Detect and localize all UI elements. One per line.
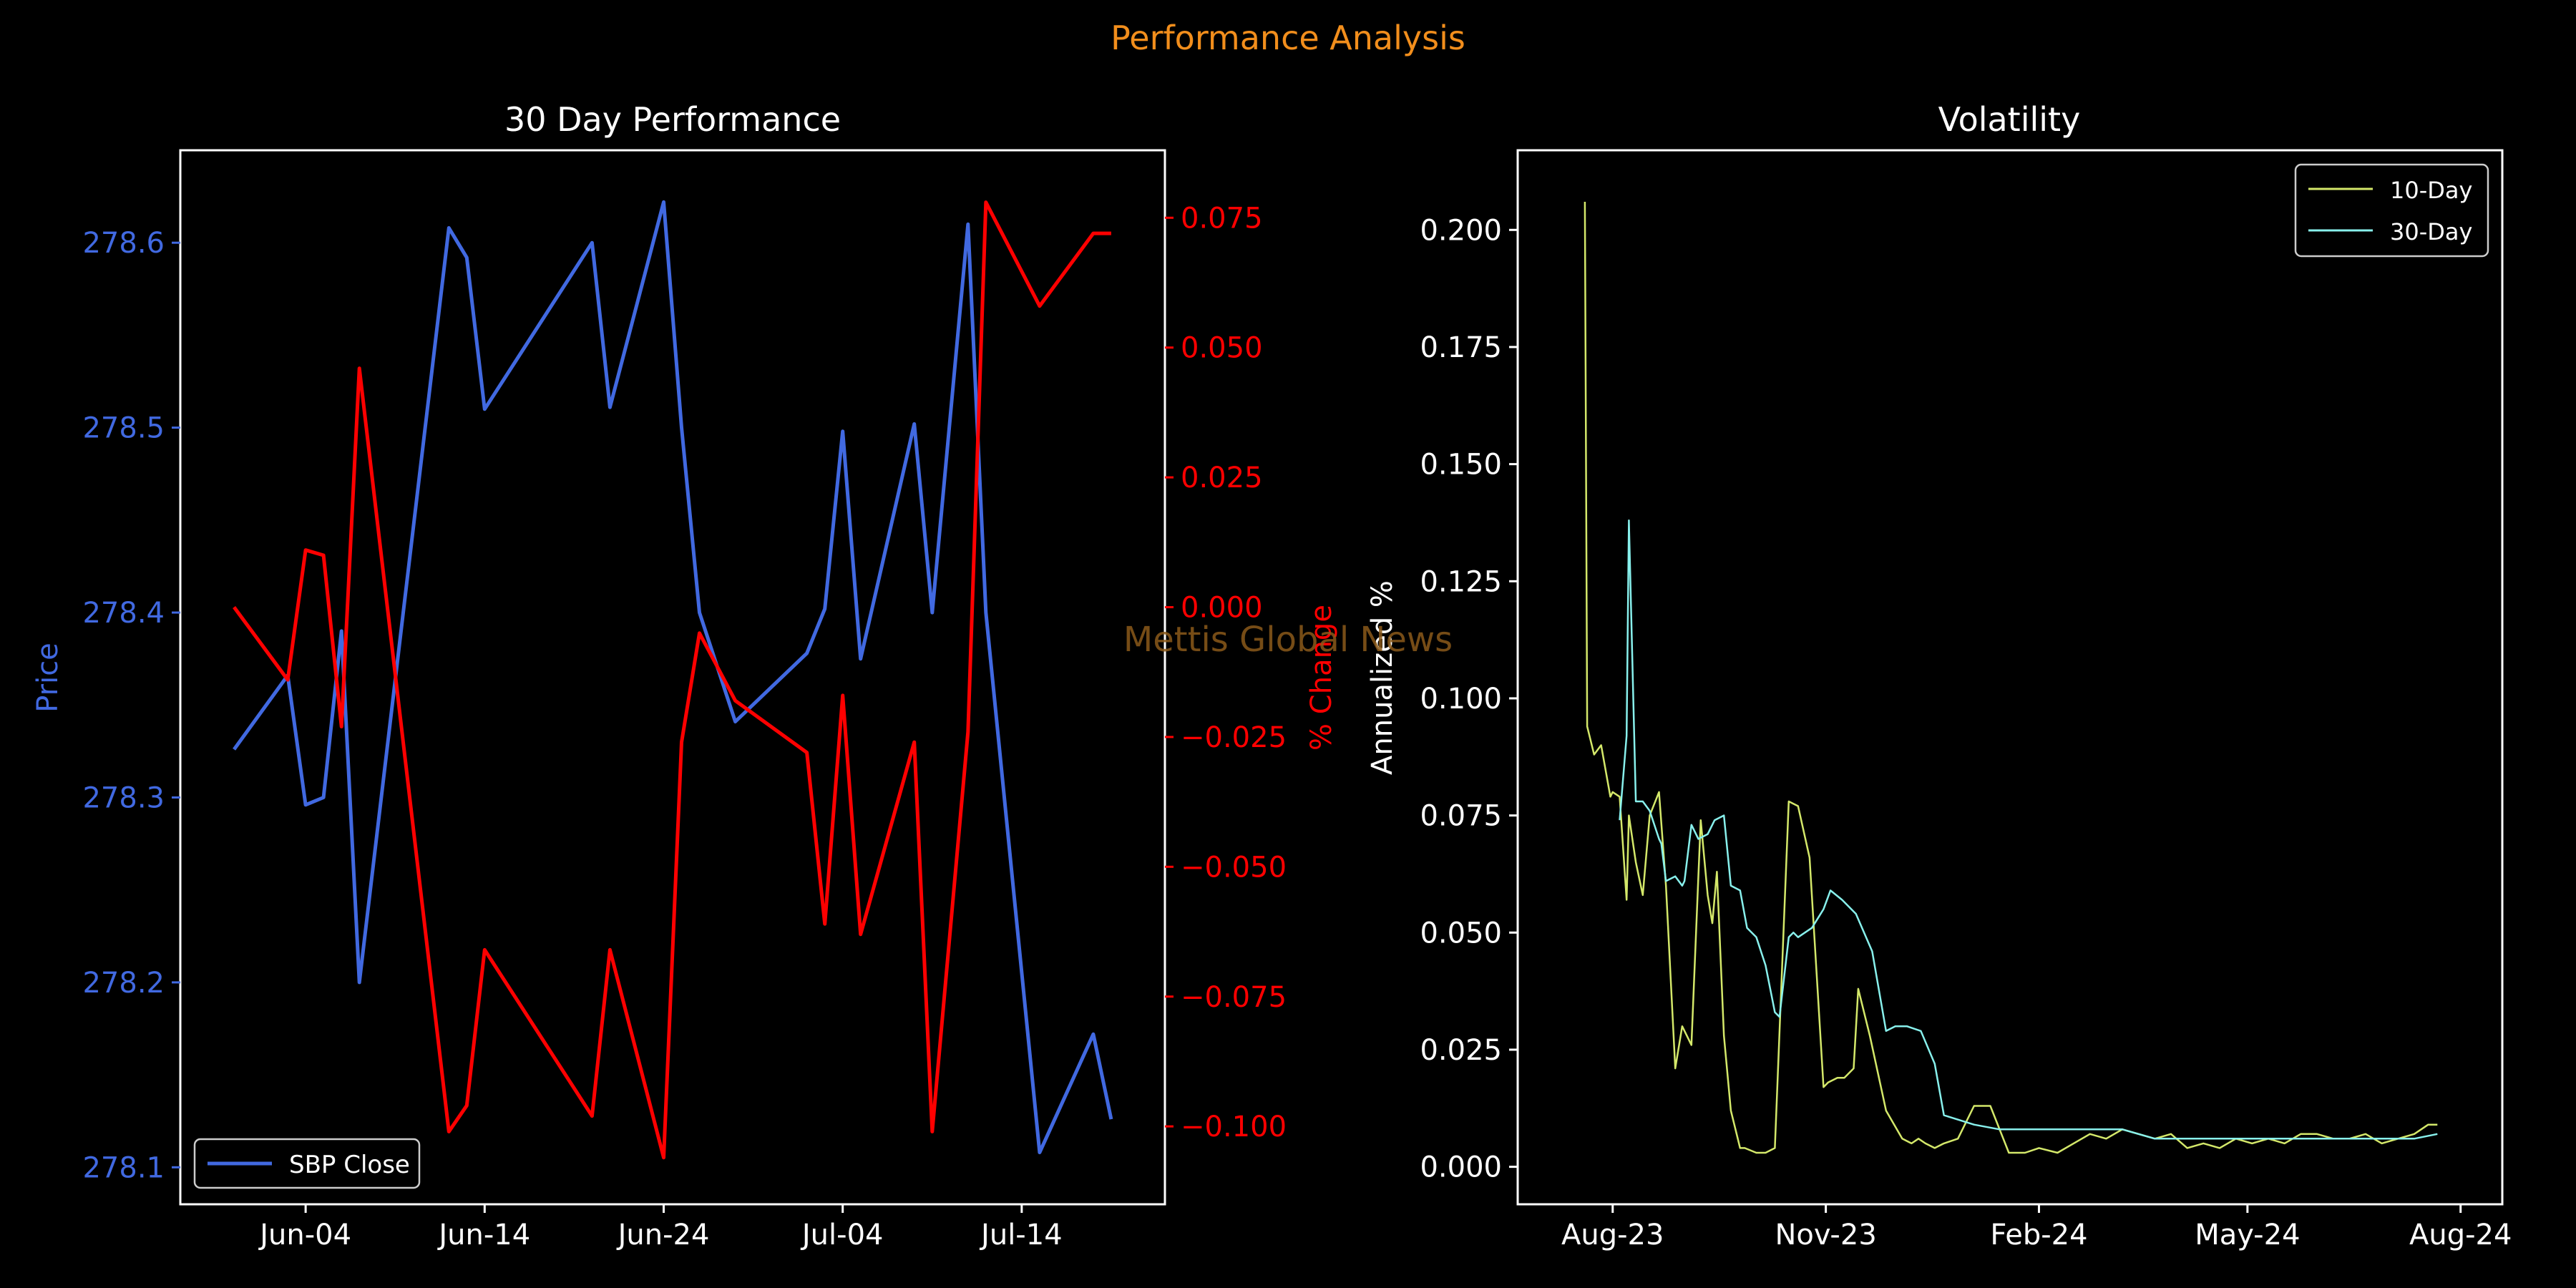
volatility-legend-box: [2294, 163, 2489, 258]
legend-label-sbp-close: SBP Close: [289, 1151, 410, 1179]
figure-title: Performance Analysis: [1111, 19, 1465, 57]
performance-x-tick-label: Jul-14: [979, 1219, 1063, 1252]
watermark-text: Mettis Global News: [1123, 620, 1453, 660]
annualized-axis-label: Annualized %: [1366, 580, 1399, 775]
volatility-y-tick-label: 0.200: [1420, 214, 1502, 247]
performance-x-tick-label: Jun-14: [436, 1219, 530, 1252]
volatility-x-tick-label: Feb-24: [1990, 1219, 2087, 1252]
performance-panel-title: 30 Day Performance: [504, 100, 841, 139]
volatility-x-tick-label: Aug-23: [1561, 1219, 1664, 1252]
price-tick-label: 278.4: [82, 597, 165, 630]
price-tick-label: 278.6: [82, 227, 165, 260]
volatility-y-tick-label: 0.100: [1420, 683, 1502, 716]
price-axis-label: Price: [31, 643, 64, 713]
pct-change-tick-label: −0.050: [1181, 851, 1287, 884]
pct-change-tick-label: 0.050: [1181, 332, 1263, 365]
performance-x-tick-label: Jun-24: [616, 1219, 710, 1252]
price-tick-label: 278.2: [82, 967, 165, 1000]
volatility-y-tick-label: 0.125: [1420, 565, 1502, 598]
volatility-y-tick-label: 0.175: [1420, 331, 1502, 364]
price-tick-label: 278.3: [82, 781, 165, 814]
volatility-y-tick-label: 0.075: [1420, 800, 1502, 833]
series-line-10-day: [1584, 201, 2438, 1154]
performance-legend-box: [193, 1138, 421, 1189]
pct-change-tick-label: −0.100: [1181, 1111, 1287, 1143]
performance-panel: 30 Day Performance 278.1 278.2 278.3 278.4 2…: [31, 100, 1338, 1252]
volatility-legend: 10-Day 30-Day: [2294, 163, 2489, 258]
volatility-x-tick-label: May-24: [2195, 1219, 2300, 1252]
volatility-x-tick-label: Aug-24: [2409, 1219, 2512, 1252]
performance-legend: SBP Close: [193, 1138, 421, 1189]
series-line-pct-change: [233, 200, 1111, 1160]
volatility-panel: Volatility 0.000 0.025 0.050 0.075 0.100 0.12…: [1366, 100, 2512, 1252]
volatility-plot-frame: [1516, 149, 2504, 1206]
volatility-x-tick-label: Nov-23: [1775, 1219, 1876, 1252]
price-tick-label: 278.5: [82, 412, 165, 445]
volatility-y-tick-label: 0.150: [1420, 449, 1502, 482]
pct-change-tick-label: 0.025: [1181, 462, 1263, 494]
volatility-panel-title: Volatility: [1938, 100, 2081, 139]
pct-change-axis-label: % Change: [1305, 605, 1338, 751]
performance-x-tick-label: Jul-04: [800, 1219, 884, 1252]
legend-label-10-day: 10-Day: [2390, 177, 2472, 204]
price-tick-label: 278.1: [82, 1151, 165, 1184]
legend-label-30-day: 30-Day: [2390, 218, 2472, 245]
volatility-y-tick-label: 0.025: [1420, 1034, 1502, 1067]
pct-change-tick-label: −0.075: [1181, 981, 1287, 1014]
pct-change-tick-label: −0.025: [1181, 721, 1287, 754]
pct-change-tick-label: 0.000: [1181, 592, 1263, 625]
volatility-y-tick-label: 0.050: [1420, 917, 1502, 950]
pct-change-tick-label: 0.075: [1181, 202, 1263, 235]
performance-plot-frame: [179, 149, 1166, 1206]
volatility-y-tick-label: 0.000: [1420, 1151, 1502, 1184]
series-line-30-day: [1619, 519, 2438, 1140]
performance-x-tick-label: Jun-04: [258, 1219, 351, 1252]
